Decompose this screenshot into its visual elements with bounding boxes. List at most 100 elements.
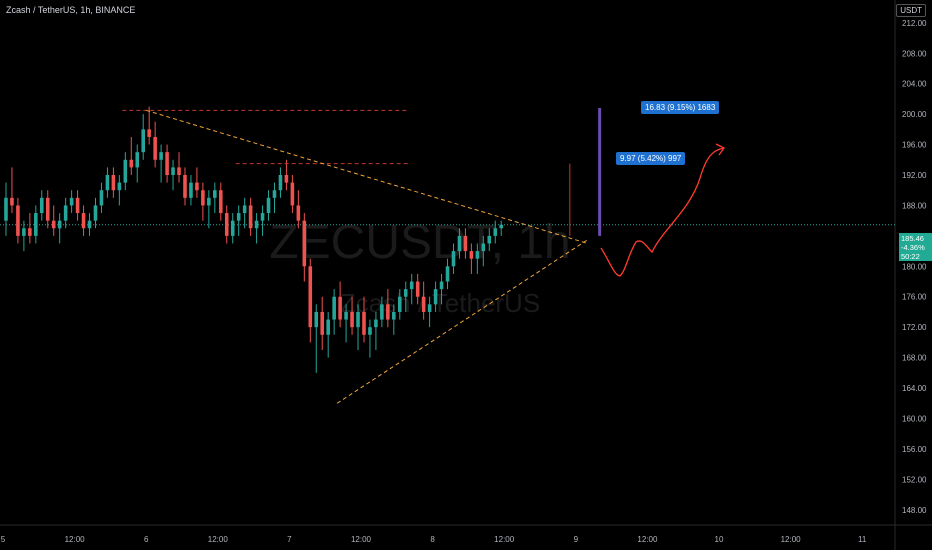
bar-countdown: 50:22 [901, 252, 920, 261]
projection-arrowhead [715, 143, 725, 156]
candle-body [69, 197, 74, 206]
candle-body [469, 251, 474, 259]
candle-body [183, 175, 187, 198]
y-tick-label: 152.00 [902, 475, 927, 484]
x-tick-label: 10 [715, 535, 724, 544]
candle-body [16, 205, 20, 236]
candle-body [296, 205, 301, 221]
candle-body [99, 190, 104, 206]
candle-body [487, 235, 492, 244]
y-tick-label: 160.00 [902, 414, 927, 423]
candle-body [75, 197, 80, 214]
currency-badge[interactable]: USDT [896, 4, 926, 17]
candle-body [213, 190, 217, 198]
x-tick-label: 6 [144, 535, 149, 544]
candle-body [117, 182, 122, 191]
x-tick-label: 7 [287, 535, 292, 544]
candle-body [236, 213, 241, 221]
candle-body [314, 311, 319, 328]
candle-body [344, 311, 348, 320]
y-tick-label: 200.00 [902, 110, 927, 119]
candle-body [350, 311, 354, 328]
x-tick-label: 9 [574, 535, 579, 544]
y-tick-label: 148.00 [902, 506, 927, 515]
candle-body [320, 311, 325, 335]
y-tick-label: 156.00 [902, 445, 927, 454]
x-tick-label: 5 [1, 535, 6, 544]
candle-body [326, 319, 330, 335]
candle-body [362, 311, 366, 335]
candle-body [129, 159, 134, 168]
candle-body [415, 281, 420, 297]
candle-body [403, 289, 408, 297]
candle-body [445, 266, 450, 282]
candle-body [4, 197, 8, 221]
candle-body [421, 296, 426, 312]
y-tick-label: 168.00 [902, 354, 927, 363]
measure-label-long[interactable]: 16.83 (9.15%) 1683 [641, 101, 720, 114]
y-tick-label: 180.00 [902, 262, 927, 271]
candle-body [123, 159, 128, 183]
candle-body [338, 296, 342, 320]
candle-body [201, 190, 205, 206]
candle-body [493, 228, 498, 236]
candle-body [409, 281, 414, 290]
candle-body [111, 175, 116, 191]
candle-body [427, 304, 432, 312]
current-price: 185.46 [901, 234, 924, 243]
candle-body [105, 175, 110, 191]
candle-body [218, 190, 223, 214]
y-tick-label: 172.00 [902, 323, 927, 332]
x-tick-label: 12:00 [65, 535, 86, 544]
trendline-ascending [336, 239, 589, 404]
candle-body [451, 251, 456, 267]
candle-body [45, 197, 50, 221]
candle-body [165, 152, 169, 175]
candle-body [499, 224, 504, 229]
candle-body [386, 304, 390, 320]
candle-body [10, 197, 14, 206]
candle-body [57, 220, 62, 229]
candle-body [177, 167, 181, 175]
y-tick-label: 212.00 [902, 19, 927, 28]
candle-body [87, 220, 92, 229]
candle-body [224, 213, 229, 236]
candle-body [278, 175, 283, 191]
candle-body [392, 311, 396, 320]
candle-body [463, 235, 468, 252]
candle-body [34, 213, 38, 236]
x-tick-label: 12:00 [208, 535, 229, 544]
x-tick-label: 12:00 [351, 535, 372, 544]
y-tick-label: 208.00 [902, 49, 927, 58]
candle-body [266, 197, 271, 214]
candle-body [242, 205, 247, 214]
candle-body [171, 167, 175, 175]
y-tick-label: 176.00 [902, 293, 927, 302]
candle-body [189, 182, 193, 198]
candle-body [22, 228, 26, 236]
y-tick-label: 204.00 [902, 80, 927, 89]
candle-body [254, 220, 259, 229]
candle-body [368, 327, 372, 335]
candle-body [141, 129, 146, 153]
candle-body [230, 220, 235, 236]
candle-body [260, 213, 265, 221]
x-tick-label: 11 [858, 535, 867, 544]
x-tick-label: 8 [430, 535, 435, 544]
candle-body [433, 289, 438, 305]
candle-body [290, 182, 295, 206]
measure-label-short[interactable]: 9.97 (5.42%) 997 [616, 152, 686, 165]
y-tick-label: 196.00 [902, 141, 927, 150]
candle-body [39, 197, 44, 214]
candle-body [207, 197, 211, 206]
candle-body [159, 152, 163, 160]
y-tick-label: 164.00 [902, 384, 927, 393]
x-tick-label: 12:00 [637, 535, 658, 544]
candle-body [457, 235, 462, 252]
watermark-ticker: ZECUSDT, 1h [269, 216, 570, 269]
y-tick-label: 192.00 [902, 171, 927, 180]
candle-body [147, 129, 151, 137]
candle-body [272, 190, 277, 198]
candle-body [153, 136, 157, 160]
